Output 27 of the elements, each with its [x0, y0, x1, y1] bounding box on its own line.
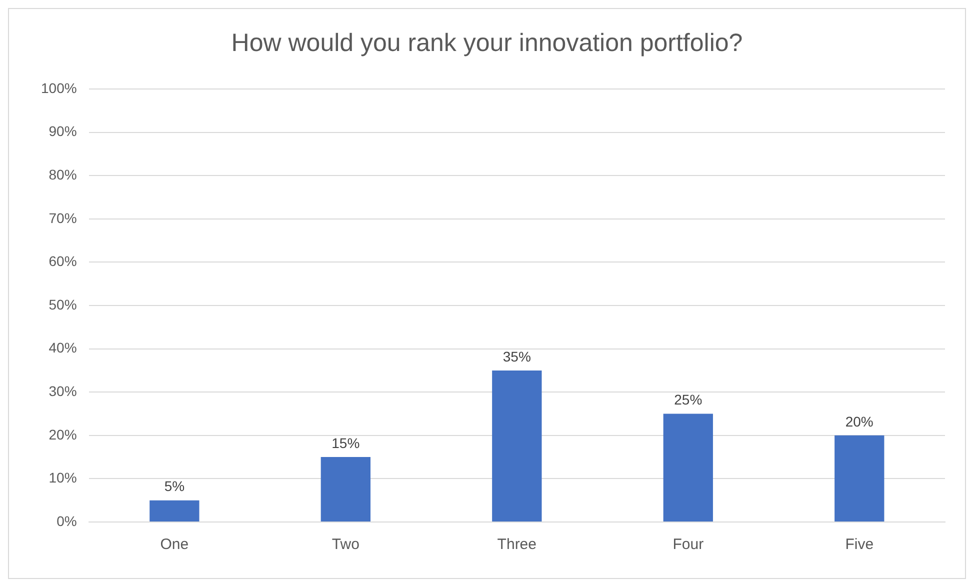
- y-tick-label: 90%: [48, 123, 77, 140]
- y-tick-label: 60%: [48, 253, 77, 270]
- bar: [150, 500, 200, 522]
- y-tick-label: 20%: [48, 426, 77, 442]
- bar: [663, 414, 713, 522]
- bar: [320, 457, 370, 522]
- x-tick-label: Three: [497, 536, 536, 554]
- x-tick-label: Four: [672, 536, 704, 554]
- y-tick-label: 70%: [48, 210, 77, 226]
- y-tick-label: 0%: [56, 512, 77, 529]
- y-tick-label: 10%: [48, 470, 77, 486]
- bar: [492, 370, 542, 522]
- bar: [834, 435, 884, 522]
- x-tick-label: Five: [845, 536, 874, 554]
- x-tick-label: One: [160, 536, 189, 554]
- chart-title: How would you rank your innovation portfolio?: [231, 28, 743, 57]
- data-label: 35%: [502, 348, 531, 364]
- y-tick-label: 30%: [48, 382, 77, 399]
- y-tick-label: 100%: [40, 80, 77, 96]
- y-tick-label: 40%: [48, 340, 77, 356]
- data-label: 25%: [674, 392, 702, 408]
- data-label: 20%: [845, 413, 874, 430]
- y-tick-label: 80%: [48, 166, 77, 182]
- data-label: 5%: [164, 478, 185, 494]
- y-tick-label: 50%: [48, 296, 77, 312]
- data-label: 15%: [332, 434, 360, 451]
- x-tick-label: Two: [332, 536, 360, 554]
